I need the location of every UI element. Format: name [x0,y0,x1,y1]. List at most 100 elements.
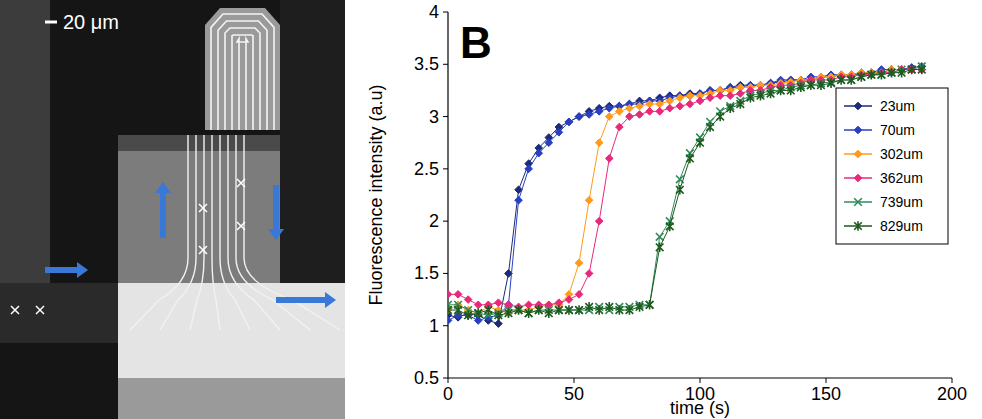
data-point [726,103,734,113]
data-point [525,301,533,309]
y-tick-label: 2.5 [414,159,439,179]
data-point [706,94,714,102]
data-point [696,97,704,105]
x-tick-label: 50 [564,384,584,404]
x-tick [826,378,827,383]
data-point [605,113,613,121]
measure-point [11,306,19,314]
data-point [515,306,523,314]
data-point [495,299,503,307]
data-point [474,308,482,318]
data-point [646,300,654,310]
data-point [636,102,644,110]
data-point [767,89,775,99]
electrode-line [212,135,220,330]
data-point [464,296,472,304]
data-point [525,308,533,318]
data-point [535,149,543,157]
data-point [797,82,805,92]
data-point [448,305,452,315]
data-point [575,291,583,299]
electrode-line [190,135,204,330]
data-point [807,80,815,90]
data-point [747,93,755,103]
data-point [464,310,472,320]
top-pad-body [205,8,280,130]
x-tick [952,378,953,383]
data-point [448,291,452,299]
flow-arrow-head [155,182,171,193]
data-point [686,154,694,164]
data-point [535,305,543,315]
y-tick [443,325,448,326]
flow-arrow [273,185,279,229]
legend-label: 739um [880,194,923,210]
data-point [575,113,583,121]
data-point [706,122,714,132]
legend-marker [854,221,862,231]
data-point [666,104,674,112]
x-tick-label: 150 [811,384,841,404]
data-point [757,91,765,101]
scale-bar-label: 20 μm [63,11,119,33]
data-point [605,302,613,312]
electrode-pad [118,283,345,378]
x-tick-label: 0 [443,384,453,404]
data-point [686,92,694,100]
y-tick-label: 0.5 [414,368,439,388]
data-point [847,75,855,85]
data-point [585,196,593,204]
x-tick [700,378,701,383]
micrograph: 20 μm [0,0,345,419]
figure: 20 μm0.511.522.533.54050100150200time (s… [0,0,982,419]
data-point [646,100,654,108]
data-point [454,305,462,315]
legend-label: 362um [880,170,923,186]
data-point [616,305,624,315]
flow-arrow [276,297,325,303]
data-point [888,68,896,78]
electrode-line [160,135,196,330]
data-point [525,309,533,317]
flow-arrow-head [268,229,284,240]
data-point [646,301,654,309]
data-point [898,68,906,78]
y-tick-label: 1 [429,316,439,336]
data-point [505,308,513,318]
side-region [0,0,50,283]
data-point [857,73,865,81]
y-tick-label: 3.5 [414,54,439,74]
flow-arrow-head [77,262,88,278]
data-point [636,302,644,312]
data-point [616,108,624,116]
legend-marker [854,126,862,134]
panel-letter: B [460,18,492,67]
legend-label: 302um [880,146,923,162]
data-point [605,155,613,163]
data-point [575,305,583,315]
data-point [495,310,503,320]
data-point [676,102,684,110]
data-point [495,320,503,328]
data-point [474,301,482,309]
data-point [515,196,523,204]
data-point [837,75,845,85]
pad-line [232,35,253,130]
data-point [595,108,603,116]
data-point [666,222,674,232]
legend-marker [854,174,862,182]
data-point [716,112,724,122]
legend: 23um70um302um362um739um829um [836,88,948,244]
data-point [686,100,694,108]
flow-arrow [160,193,166,238]
data-point [464,311,472,319]
data-point [827,78,835,88]
data-point [474,309,482,317]
data-point [575,113,583,121]
data-point [474,309,482,317]
x-tick [574,378,575,383]
electrode-line [130,135,188,330]
pad-line [225,28,260,130]
electrode-line [244,135,340,330]
scale-bar [45,21,57,24]
